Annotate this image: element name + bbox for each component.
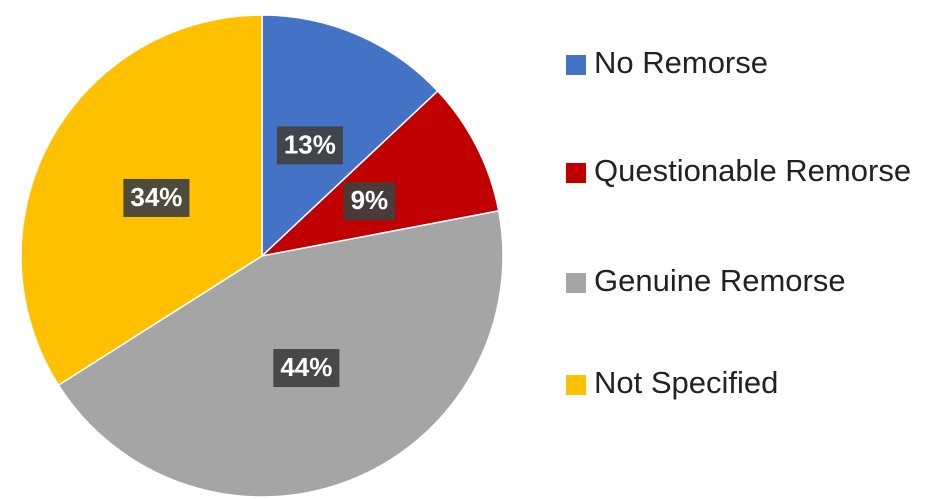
legend-item: Not Specified — [566, 364, 926, 402]
data-label-text: 13% — [284, 129, 336, 159]
data-label-box — [273, 349, 340, 388]
legend-label: Genuine Remorse — [594, 263, 846, 298]
data-label: 44% — [273, 349, 340, 388]
pie-slice — [261, 14, 439, 258]
legend: No Remorse Questionable Remorse Genuine Re… — [566, 0, 926, 499]
legend-swatch — [566, 55, 586, 75]
chart: 13% 9% 44% 34% — [20, 14, 504, 498]
legend-label: No Remorse — [594, 45, 768, 80]
data-label: 13% — [276, 126, 343, 165]
legend-item: Questionable Remorse — [566, 152, 926, 190]
legend-swatch — [566, 163, 586, 183]
legend-label: Not Specified — [594, 365, 779, 400]
legend-item: No Remorse — [566, 44, 926, 82]
data-label: 9% — [343, 182, 396, 221]
data-label-box — [343, 182, 396, 221]
legend-swatch — [566, 375, 586, 395]
legend-label: Questionable Remorse — [594, 153, 912, 188]
legend-swatch — [566, 273, 586, 293]
data-label-text: 44% — [280, 352, 332, 382]
data-label: 34% — [123, 178, 190, 217]
data-label-text: 34% — [130, 182, 182, 212]
legend-item: Genuine Remorse — [566, 262, 926, 300]
data-label-box — [123, 178, 190, 217]
data-label-box — [276, 126, 343, 165]
pie-slice — [259, 89, 500, 258]
data-label-text: 9% — [351, 185, 389, 215]
